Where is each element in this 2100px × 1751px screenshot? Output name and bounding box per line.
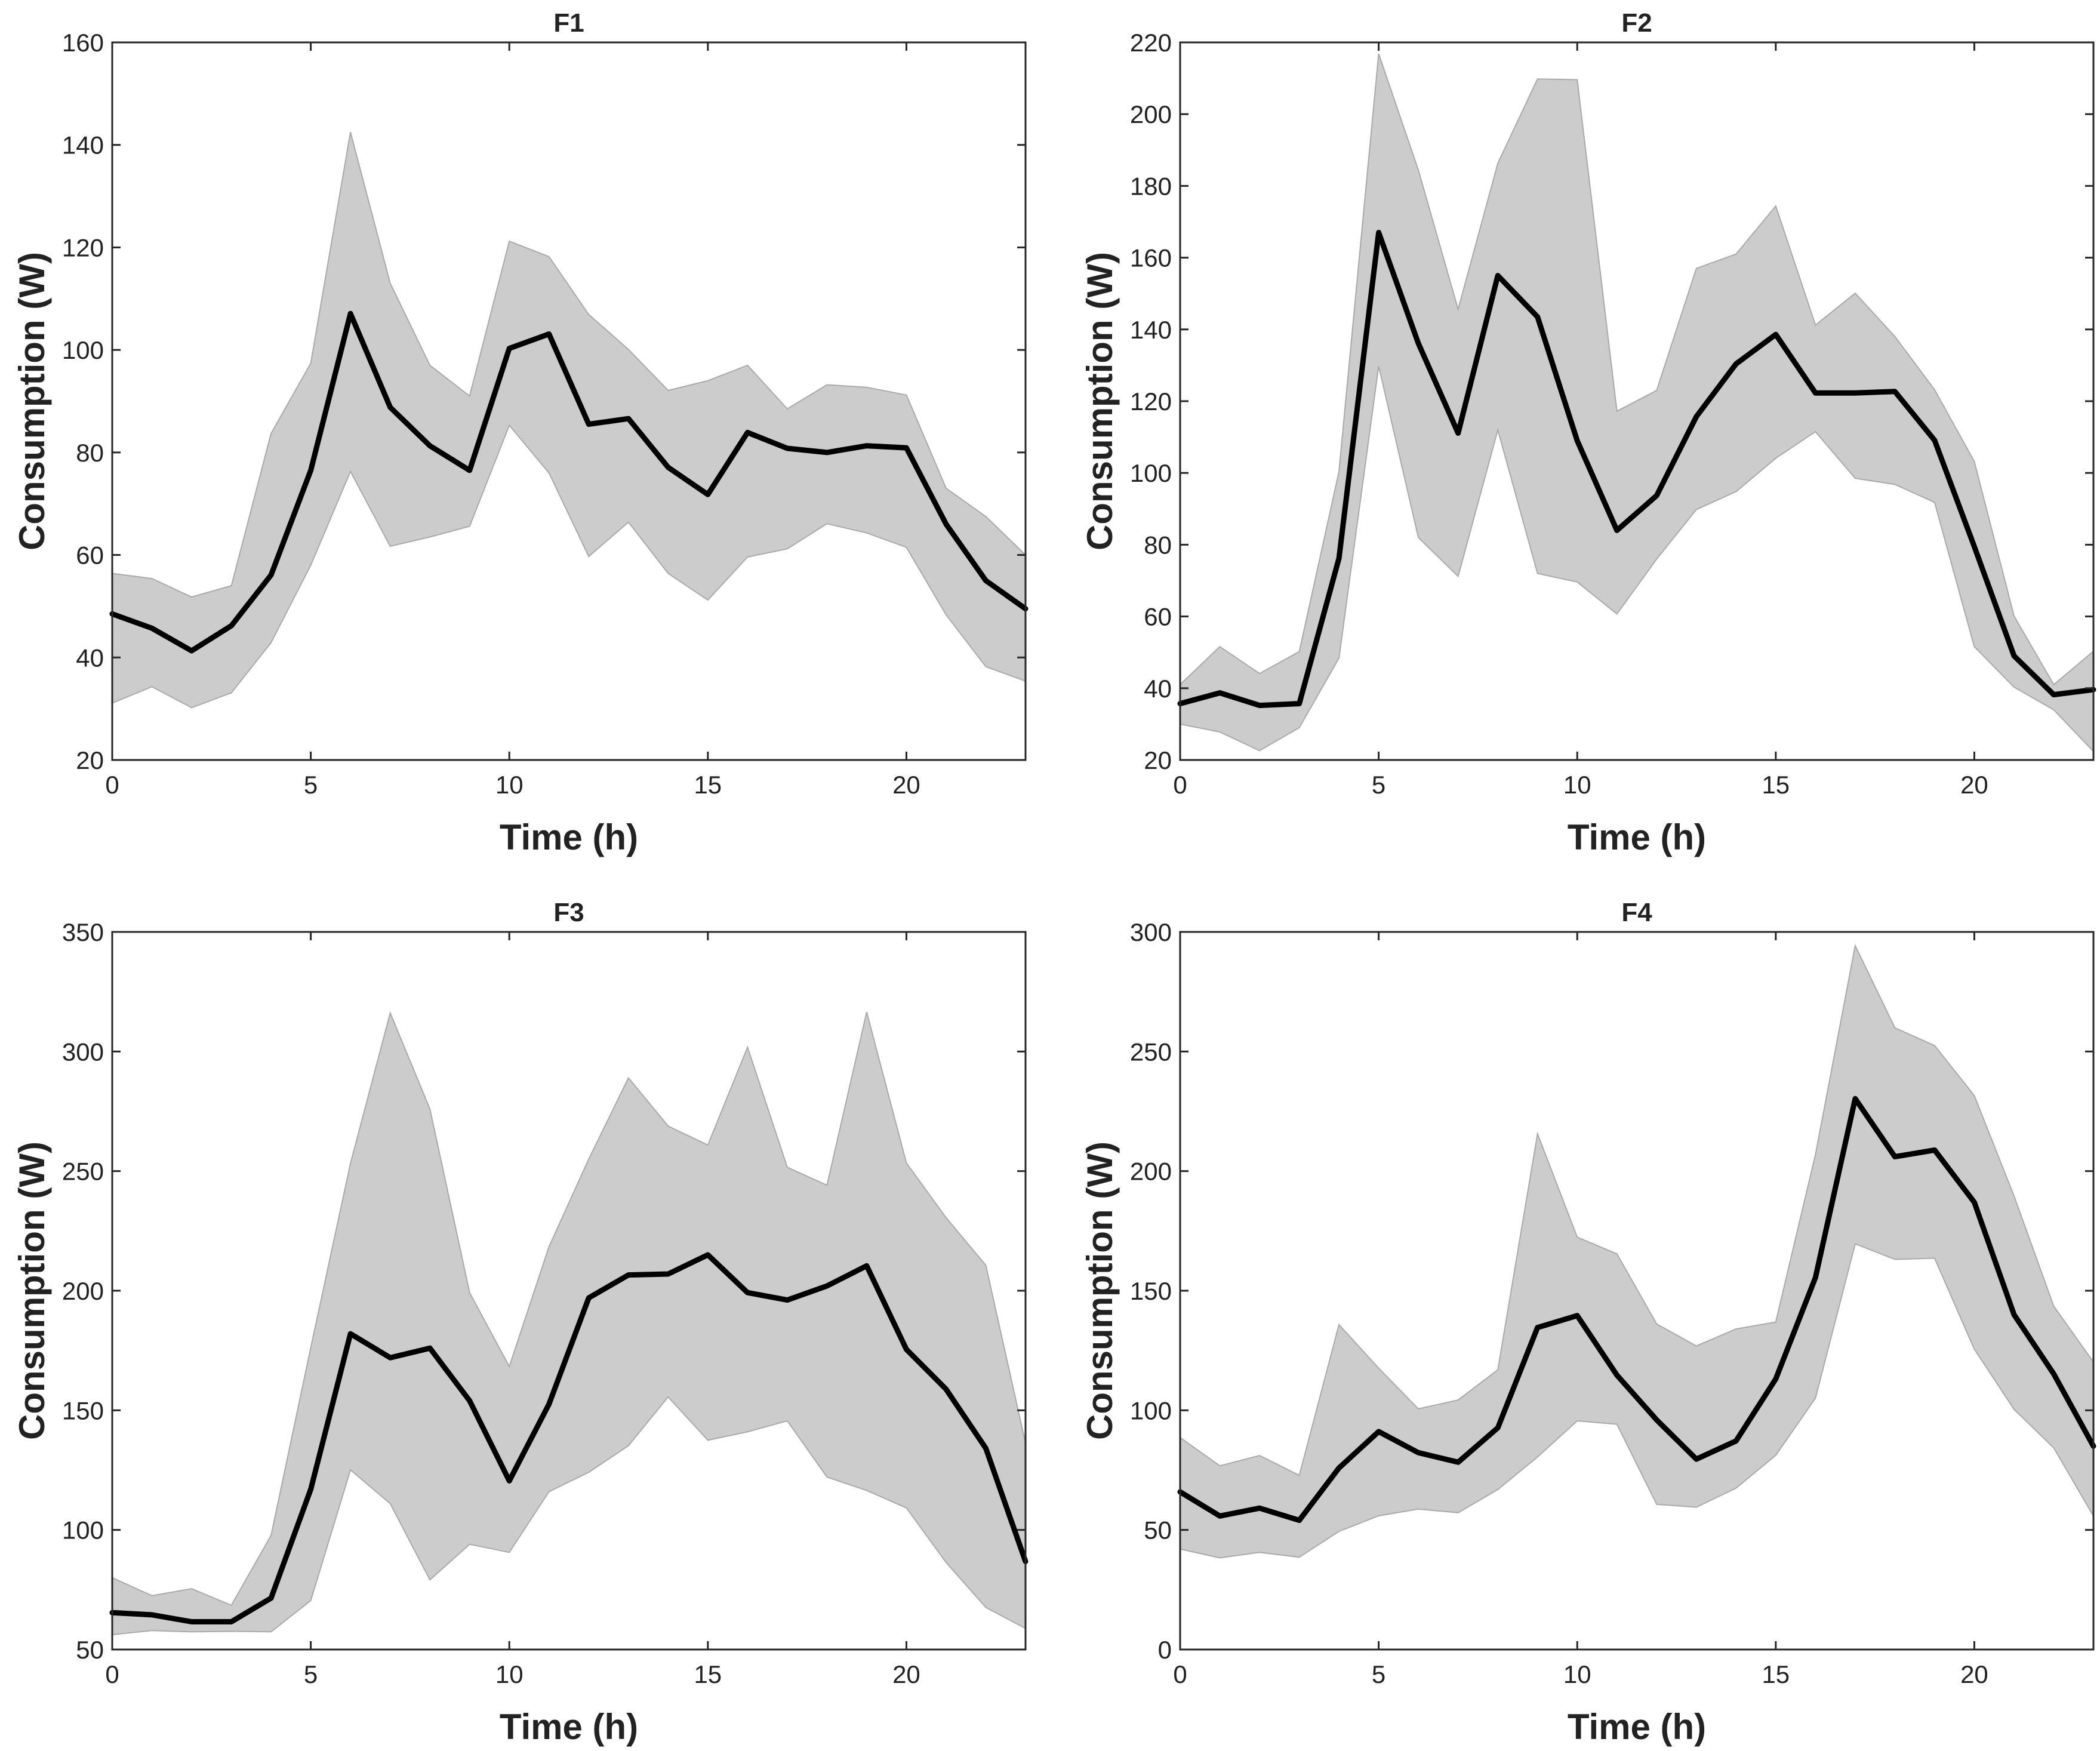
y-tick-label: 150: [1130, 1277, 1172, 1305]
x-tick-label: 20: [892, 1660, 920, 1688]
y-tick-label: 100: [62, 336, 104, 364]
y-tick-label: 150: [62, 1396, 104, 1424]
y-tick-label: 120: [62, 233, 104, 261]
x-axis-label: Time (h): [500, 1707, 638, 1747]
chart-title: F4: [1621, 898, 1652, 927]
chart-panel-1: 0 5 10 15 20 20 40 60 80 100 120 140 160 F1 Time (h) Co…: [12, 8, 1029, 857]
y-tick-label: 200: [1130, 1158, 1172, 1186]
y-tick-label: 160: [1130, 244, 1172, 272]
y-tick-label: 180: [1130, 172, 1172, 200]
y-tick-label: 0: [1158, 1636, 1172, 1664]
chart-title: F3: [553, 898, 584, 927]
x-tick-label: 10: [1563, 1660, 1591, 1688]
mean-line: [109, 1252, 1029, 1624]
y-tick-label: 80: [1144, 531, 1172, 559]
y-axis-label: Consumption (W): [1080, 252, 1120, 550]
x-tick-label: 20: [1960, 1660, 1988, 1688]
x-axis-label: Time (h): [500, 817, 638, 857]
x-tick-label: 10: [495, 771, 524, 799]
y-axis-label: Consumption (W): [12, 1141, 52, 1440]
plot-frame: [111, 41, 1027, 761]
range-band: [112, 1011, 1026, 1636]
y-tick-label: 80: [76, 439, 104, 467]
y-tick-label: 220: [1130, 29, 1172, 57]
y-tick-label: 100: [1130, 1396, 1172, 1424]
y-tick-label: 140: [62, 131, 104, 159]
y-tick-label: 20: [1144, 746, 1172, 774]
y-axis-label: Consumption (W): [12, 252, 52, 550]
x-tick-label: 5: [1372, 771, 1385, 799]
x-tick-label: 5: [304, 1660, 318, 1688]
y-tick-label: 120: [1130, 387, 1172, 416]
mean-line: [1177, 230, 2096, 709]
x-tick-label: 15: [1762, 771, 1790, 799]
y-tick-label: 40: [76, 644, 104, 672]
x-tick-label: 0: [1173, 771, 1187, 799]
range-band: [112, 132, 1026, 709]
x-tick-label: 10: [1563, 771, 1591, 799]
y-tick-label: 300: [62, 1038, 104, 1066]
x-tick-label: 20: [1960, 771, 1988, 799]
x-tick-label: 0: [105, 1660, 119, 1688]
x-tick-label: 15: [694, 771, 722, 799]
chart-panel-3: 0 5 10 15 20 50 100 150 200 250 300 350 F3 Time (h) Co…: [12, 898, 1029, 1747]
x-axis-label: Time (h): [1568, 817, 1706, 857]
x-tick-label: 15: [694, 1660, 722, 1688]
y-tick-label: 160: [62, 29, 104, 57]
y-tick-label: 140: [1130, 316, 1172, 344]
mean-line: [109, 310, 1029, 654]
y-tick-label: 350: [62, 918, 104, 946]
y-tick-label: 60: [76, 541, 104, 570]
y-tick-label: 200: [62, 1277, 104, 1305]
range-band: [1180, 944, 2094, 1559]
chart-title: F1: [553, 8, 584, 38]
y-tick-label: 250: [1130, 1038, 1172, 1066]
y-tick-label: 50: [1144, 1516, 1172, 1544]
x-tick-label: 0: [105, 771, 119, 799]
x-tick-label: 20: [892, 771, 920, 799]
x-tick-label: 5: [304, 771, 318, 799]
x-tick-label: 0: [1173, 1660, 1187, 1688]
x-tick-label: 10: [495, 1660, 524, 1688]
mean-line: [1177, 1095, 2096, 1524]
y-tick-label: 100: [62, 1516, 104, 1544]
chart-panel-2: 0 5 10 15 20 20 40 60 80 100 120 140 160 180 200 220 F2 T…: [1080, 8, 2096, 857]
y-tick-label: 40: [1144, 675, 1172, 703]
x-tick-label: 15: [1762, 1660, 1790, 1688]
x-tick-label: 5: [1372, 1660, 1385, 1688]
y-tick-label: 200: [1130, 100, 1172, 128]
y-tick-label: 20: [76, 746, 104, 774]
y-tick-label: 300: [1130, 918, 1172, 946]
y-axis-label: Consumption (W): [1080, 1141, 1120, 1440]
y-tick-label: 100: [1130, 459, 1172, 487]
chart-title: F2: [1621, 8, 1652, 38]
x-axis-label: Time (h): [1568, 1707, 1706, 1747]
y-tick-label: 250: [62, 1158, 104, 1186]
y-tick-label: 50: [76, 1636, 104, 1664]
y-tick-label: 60: [1144, 603, 1172, 631]
